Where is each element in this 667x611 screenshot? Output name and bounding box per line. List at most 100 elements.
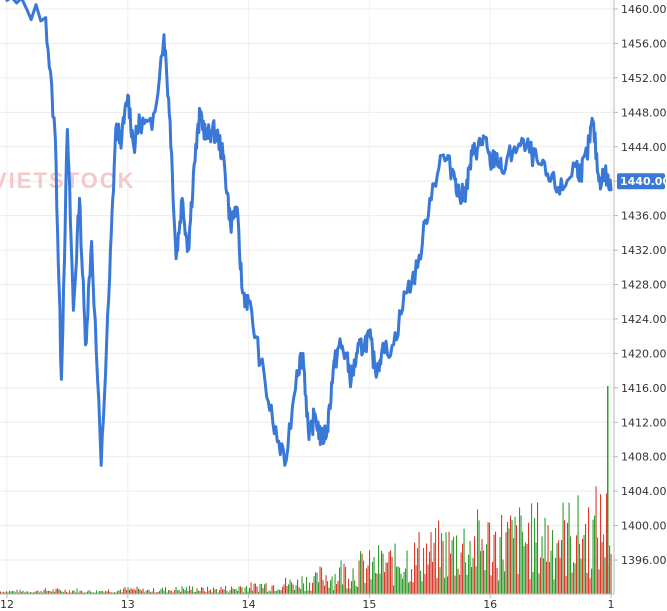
volume-bar (54, 591, 56, 594)
volume-bar (385, 562, 387, 594)
volume-bar (469, 541, 471, 594)
volume-bar (235, 589, 237, 594)
volume-bar (237, 590, 239, 594)
volume-bar (108, 589, 110, 594)
volume-bar (289, 579, 291, 594)
volume-bar (495, 531, 497, 594)
y-tick-label: 1424.00 (621, 313, 667, 326)
volume-bar (528, 522, 530, 594)
volume-bar (94, 592, 96, 594)
volume-bar (463, 528, 465, 594)
volume-bar (363, 560, 365, 594)
volume-bar (532, 571, 534, 594)
volume-bar (294, 589, 296, 594)
volume-bar (184, 590, 186, 594)
volume-bar (346, 588, 348, 594)
volume-bar (447, 576, 449, 594)
y-tick-label: 1444.00 (621, 141, 667, 154)
volume-bar (58, 589, 60, 594)
volume-bar (591, 568, 593, 594)
volume-bar (435, 527, 437, 594)
volume-bars (0, 386, 612, 594)
volume-bar (546, 561, 548, 594)
volume-bar (588, 507, 590, 594)
volume-bar (286, 586, 288, 594)
volume-bar (321, 567, 323, 594)
volume-bar (312, 582, 314, 594)
volume-bar (174, 590, 176, 594)
volume-bar (361, 553, 363, 594)
x-tick-label: 16 (483, 598, 497, 611)
volume-bar (67, 592, 69, 594)
volume-bar (489, 522, 491, 594)
volume-bar (318, 582, 320, 594)
volume-bar (123, 588, 125, 594)
volume-bar (4, 592, 6, 594)
volume-bar (535, 542, 537, 594)
volume-bar (22, 590, 24, 594)
volume-bar (148, 589, 150, 594)
volume-bar (282, 586, 284, 594)
volume-bar (358, 560, 360, 594)
volume-bar (28, 592, 30, 594)
volume-bar (529, 579, 531, 594)
volume-bar (310, 590, 312, 594)
volume-bar (172, 592, 174, 594)
volume-bar (244, 587, 246, 594)
volume-bar (249, 587, 251, 594)
y-tick-label: 1396.00 (621, 554, 667, 567)
volume-bar (157, 592, 159, 594)
volume-bar (466, 574, 468, 594)
volume-bar (600, 494, 602, 594)
volume-bar (478, 520, 480, 594)
volume-bar (486, 544, 488, 594)
volume-bar (198, 590, 200, 594)
volume-bar (240, 586, 242, 594)
volume-bar (562, 502, 564, 594)
volume-bar (601, 542, 603, 594)
volume-bar (24, 592, 26, 594)
volume-bar (132, 589, 134, 594)
last-value-badge (617, 173, 665, 190)
volume-bar (480, 551, 482, 594)
volume-bar (589, 578, 591, 594)
volume-bar (604, 557, 606, 594)
volume-bar (202, 587, 204, 594)
x-tick-label: 13 (121, 598, 135, 611)
volume-bar (114, 592, 116, 594)
y-tick-label: 1416.00 (621, 382, 667, 395)
volume-bar (292, 584, 294, 594)
volume-bar (606, 493, 608, 594)
volume-bar (507, 522, 509, 594)
volume-bar (550, 550, 552, 594)
volume-bar (304, 591, 306, 594)
volume-bar (585, 523, 587, 594)
volume-bar (267, 591, 269, 594)
volume-bar (118, 590, 120, 594)
volume-bar (150, 592, 152, 594)
volume-bar (391, 557, 393, 594)
y-tick-label: 1432.00 (621, 244, 667, 257)
volume-bar (337, 580, 339, 594)
volume-bar (187, 591, 189, 594)
volume-bar (295, 585, 297, 594)
volume-bar (25, 591, 27, 594)
volume-bar (360, 551, 362, 594)
volume-bar (253, 583, 255, 594)
volume-bar (432, 562, 434, 594)
volume-bar (130, 587, 132, 594)
volume-bar (193, 592, 195, 594)
last-value-label: 1440.00 (620, 175, 667, 188)
volume-bar (517, 573, 519, 594)
volume-bar (372, 561, 374, 594)
volume-bar (111, 592, 113, 594)
volume-bar (78, 592, 80, 594)
volume-bar (61, 591, 63, 594)
volume-bar (468, 554, 470, 594)
volume-bar (516, 525, 518, 594)
volume-bar (214, 589, 216, 594)
volume-bar (195, 591, 197, 594)
volume-bar (376, 573, 378, 594)
y-tick-label: 1428.00 (621, 279, 667, 292)
volume-bar (403, 571, 405, 594)
